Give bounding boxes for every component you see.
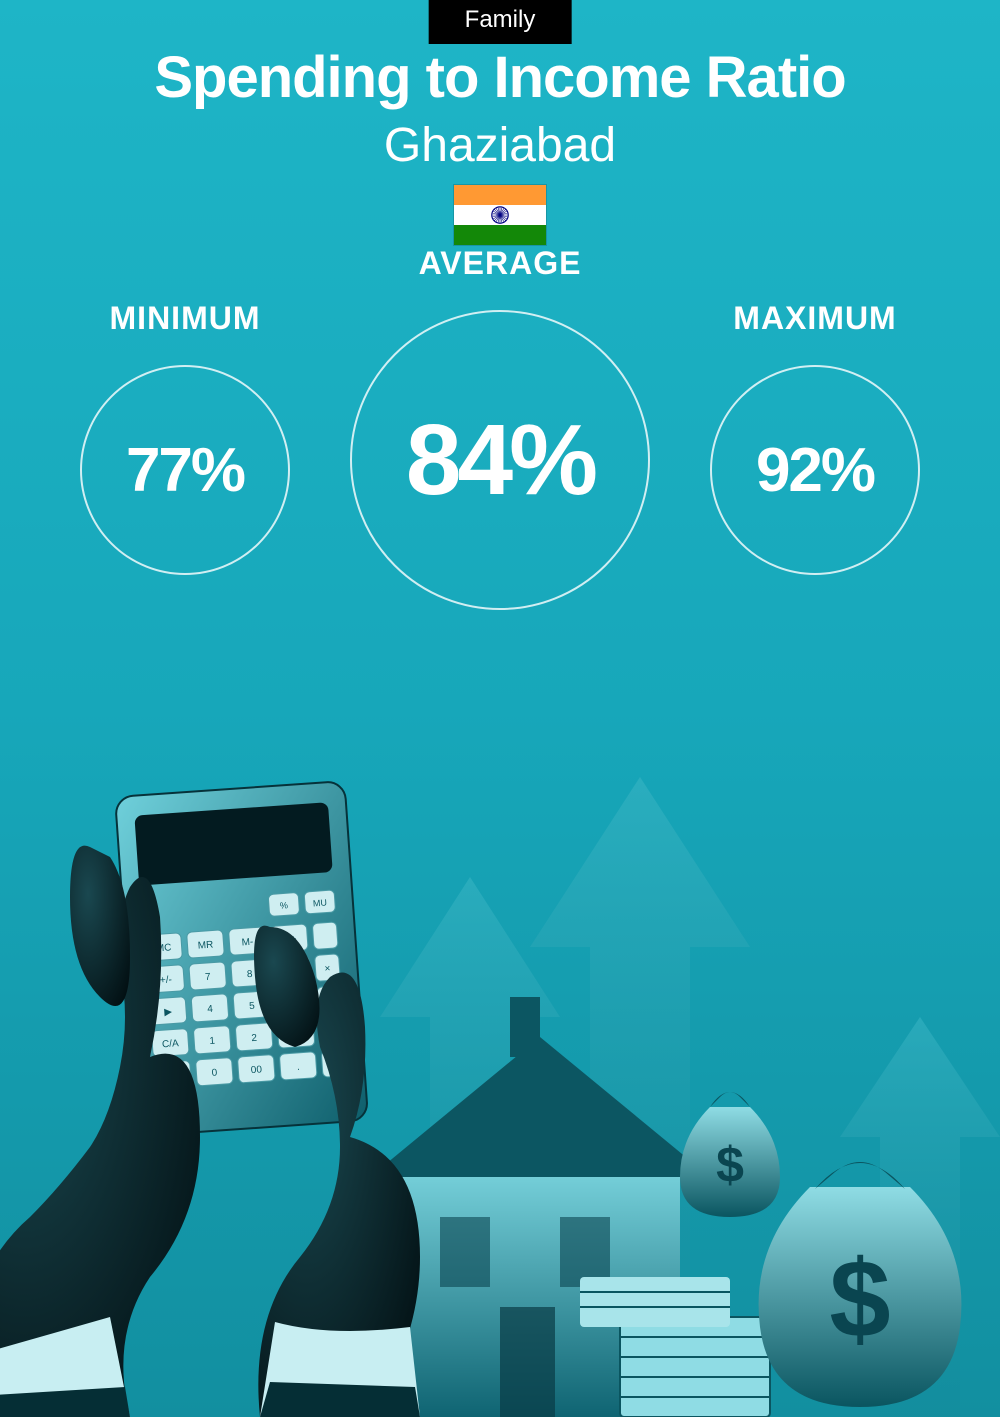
maximum-label: MAXIMUM: [733, 300, 896, 337]
maximum-circle: 92%: [710, 365, 920, 575]
svg-text:MU: MU: [313, 897, 328, 908]
minimum-value: 77%: [126, 435, 244, 506]
svg-text:00: 00: [250, 1064, 262, 1076]
svg-text:+/-: +/-: [160, 974, 173, 986]
svg-text:MC: MC: [156, 942, 172, 954]
minimum-circle: 77%: [80, 365, 290, 575]
category-tag: Family: [429, 0, 572, 44]
chakra-icon: [491, 206, 509, 224]
maximum-value: 92%: [756, 435, 874, 506]
svg-text:MR: MR: [197, 940, 213, 952]
svg-text:C/A: C/A: [162, 1038, 180, 1050]
svg-text:6: 6: [291, 998, 298, 1009]
svg-text:5: 5: [249, 1001, 256, 1012]
svg-text:1: 1: [209, 1036, 216, 1047]
svg-text:2: 2: [251, 1033, 258, 1044]
stats-row: MINIMUM 77% AVERAGE 84% MAXIMUM 92%: [0, 300, 1000, 610]
svg-text:▶: ▶: [164, 1007, 173, 1019]
minimum-label: MINIMUM: [110, 300, 261, 337]
flag-saffron: [454, 185, 546, 205]
average-circle: 84%: [350, 310, 650, 610]
page-title: Spending to Income Ratio: [0, 44, 1000, 111]
svg-text:−: −: [326, 995, 333, 1006]
svg-text:×: ×: [324, 963, 331, 974]
stat-minimum: MINIMUM 77%: [80, 300, 290, 575]
svg-text:$: $: [829, 1238, 890, 1361]
location-subtitle: Ghaziabad: [0, 118, 1000, 173]
svg-text:.: .: [297, 1062, 301, 1073]
svg-text:M-: M-: [241, 937, 253, 949]
svg-text:3: 3: [293, 1030, 300, 1041]
flag-green: [454, 225, 546, 245]
svg-text:M+: M+: [282, 934, 297, 946]
average-label: AVERAGE: [419, 245, 582, 282]
india-flag-icon: [453, 184, 547, 246]
stat-maximum: MAXIMUM 92%: [710, 300, 920, 575]
svg-text:8: 8: [247, 969, 254, 980]
svg-text:7: 7: [205, 972, 212, 983]
svg-text:$: $: [716, 1137, 744, 1193]
average-value: 84%: [406, 403, 594, 518]
finance-illustration: $ $ MC MR M- M+ +/-: [0, 717, 1000, 1417]
svg-text:9: 9: [288, 966, 295, 977]
svg-text:4: 4: [207, 1004, 214, 1015]
flag-white: [454, 205, 546, 225]
svg-text:0: 0: [211, 1068, 218, 1079]
stat-average: AVERAGE 84%: [350, 245, 650, 610]
svg-text:%: %: [280, 900, 289, 911]
